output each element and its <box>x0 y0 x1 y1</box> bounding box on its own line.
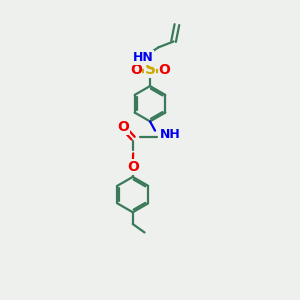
Text: HN: HN <box>133 51 154 64</box>
Text: O: O <box>127 160 139 174</box>
Text: O: O <box>158 63 170 77</box>
Text: O: O <box>117 120 129 134</box>
Text: O: O <box>130 63 142 77</box>
Text: S: S <box>145 62 155 77</box>
Text: NH: NH <box>160 128 181 140</box>
